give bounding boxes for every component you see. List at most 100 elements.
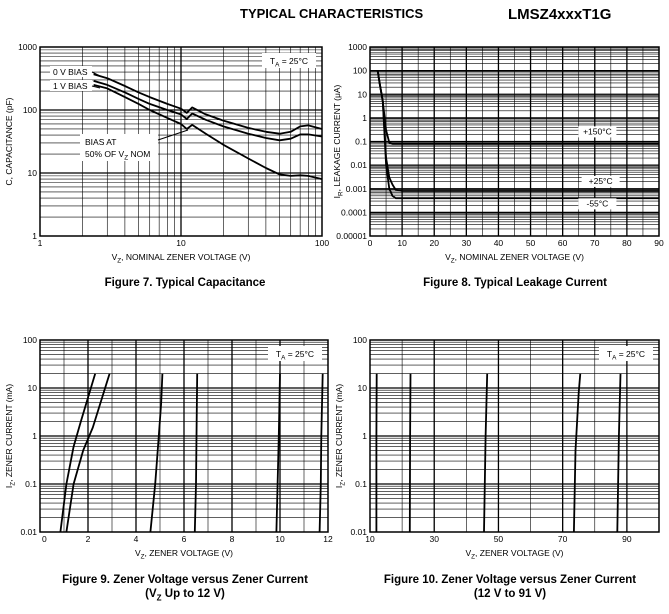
x-tick-label: 30 xyxy=(429,534,439,544)
leader-line xyxy=(91,85,101,89)
series-line xyxy=(318,373,324,533)
fig8-major-gridlines xyxy=(370,47,659,236)
x-tick-label: 70 xyxy=(590,238,600,248)
series-line xyxy=(573,373,582,533)
temperature-condition: TA = 25°C xyxy=(270,56,308,69)
y-tick-label: 1000 xyxy=(348,42,367,52)
y-axis-title: IZ, ZENER CURRENT (mA) xyxy=(334,384,347,489)
y-tick-label: 0.01 xyxy=(350,160,367,170)
series-label: +150°C xyxy=(583,126,612,136)
x-tick-label: 4 xyxy=(134,534,139,544)
series-line xyxy=(93,80,323,142)
x-tick-label: 0 xyxy=(42,534,47,544)
series-line xyxy=(408,373,412,533)
x-tick-label: 40 xyxy=(494,238,504,248)
y-axis-title: IR, LEAKAGE CURRENT (μA) xyxy=(332,84,345,198)
x-tick-label: 12 xyxy=(323,534,333,544)
x-tick-label: 1 xyxy=(38,238,43,248)
series-label: 50% OF VZ NOM xyxy=(85,149,150,162)
y-tick-label: 100 xyxy=(353,66,367,76)
series-line xyxy=(93,73,323,135)
label-bg xyxy=(80,134,158,161)
fig8-chart: 0 10 20 30 40 50 60 70 80 90 0.00001 0.0001 0.001 0.0… xyxy=(332,42,664,265)
figure-10-caption: Figure 10. Zener Voltage versus Zener Cu… xyxy=(345,573,669,601)
y-tick-label: 100 xyxy=(23,105,37,115)
fig10-plot-frame xyxy=(369,339,660,533)
x-axis-title: VZ, ZENER VOLTAGE (V) xyxy=(135,548,233,561)
y-tick-label: 1000 xyxy=(18,42,37,52)
part-number: LMSZ4xxxT1G xyxy=(508,6,612,23)
x-tick-label: 50 xyxy=(526,238,536,248)
x-tick-label: 70 xyxy=(558,534,568,544)
label-bg xyxy=(50,66,92,77)
series-label: 0 V BIAS xyxy=(53,67,88,77)
fig9-plot-frame xyxy=(39,339,329,533)
x-axis-title: VZ, NOMINAL ZENER VOLTAGE (V) xyxy=(112,252,251,265)
series-line xyxy=(376,70,659,145)
x-tick-label: 8 xyxy=(230,534,235,544)
y-tick-label: 10 xyxy=(28,383,38,393)
figure-10-caption-line1: Figure 10. Zener Voltage versus Zener Cu… xyxy=(383,574,637,586)
series-label: 1 V BIAS xyxy=(53,81,88,91)
y-tick-label: 0.01 xyxy=(350,527,367,537)
series-label: +25°C xyxy=(589,176,613,186)
x-tick-label: 30 xyxy=(462,238,472,248)
condition-box xyxy=(268,346,322,361)
figure-10-caption-line2: (12 V to 91 V) xyxy=(473,588,547,600)
y-tick-label: 100 xyxy=(23,335,37,345)
series-line xyxy=(376,70,659,192)
y-tick-label: 0.1 xyxy=(355,479,367,489)
temperature-condition: TA = 25°C xyxy=(607,349,645,362)
fig9-chart: 0 2 4 6 8 10 12 0.01 0.1 1 10 100 VZ, ZENER VOLTAGE … xyxy=(4,335,333,561)
fig7-plot-frame xyxy=(39,46,323,237)
series-line xyxy=(376,70,659,200)
label-bg xyxy=(578,198,617,210)
fig8-plot-frame xyxy=(369,46,660,237)
y-tick-label: 1 xyxy=(362,113,367,123)
fig7-chart: 1 10 100 1 10 100 1000 VZ, NOMINAL ZENER VOLTAG… xyxy=(4,42,329,265)
x-tick-label: 10 xyxy=(275,534,285,544)
x-tick-label: 20 xyxy=(429,238,439,248)
series-line xyxy=(149,373,164,533)
x-tick-label: 6 xyxy=(182,534,187,544)
x-tick-label: 60 xyxy=(558,238,568,248)
y-tick-label: 100 xyxy=(353,335,367,345)
series-label: BIAS AT xyxy=(85,137,117,147)
series-label: -55°C xyxy=(586,198,608,208)
x-tick-label: 100 xyxy=(315,238,329,248)
y-tick-label: 1 xyxy=(362,431,367,441)
x-axis-title: VZ, ZENER VOLTAGE (V) xyxy=(465,548,563,561)
y-tick-label: 0.1 xyxy=(25,479,37,489)
leader-line xyxy=(157,129,189,141)
x-tick-label: 0 xyxy=(368,238,373,248)
y-tick-label: 0.001 xyxy=(346,184,368,194)
figure-9-caption-line1: Figure 9. Zener Voltage versus Zener Cur… xyxy=(62,574,308,586)
y-tick-label: 0.00001 xyxy=(336,231,367,241)
figure-7-caption: Figure 7. Typical Capacitance xyxy=(104,277,266,289)
label-bg xyxy=(581,175,620,187)
y-tick-label: 0.0001 xyxy=(341,207,367,217)
series-line xyxy=(275,373,281,533)
x-tick-label: 90 xyxy=(622,534,632,544)
label-bg xyxy=(578,126,617,138)
y-tick-label: 1 xyxy=(32,431,37,441)
x-tick-label: 10 xyxy=(397,238,407,248)
x-tick-label: 80 xyxy=(622,238,632,248)
x-tick-label: 10 xyxy=(176,238,186,248)
leader-line xyxy=(91,71,101,77)
y-tick-label: 10 xyxy=(28,168,38,178)
y-tick-label: 0.1 xyxy=(355,137,367,147)
y-axis-title: C, CAPACITANCE (pF) xyxy=(4,97,14,185)
x-tick-label: 50 xyxy=(494,534,504,544)
y-tick-label: 10 xyxy=(358,383,368,393)
figure-9-caption-line2: (VZ Up to 12 V) xyxy=(145,588,225,603)
figure-8-caption: Figure 8. Typical Leakage Current xyxy=(423,277,607,289)
x-axis-title: VZ, NOMINAL ZENER VOLTAGE (V) xyxy=(445,252,584,265)
series-line xyxy=(93,84,323,180)
page-title: TYPICAL CHARACTERISTICS xyxy=(240,6,424,21)
condition-box xyxy=(262,53,316,68)
series-line xyxy=(193,373,199,533)
temperature-condition: TA = 25°C xyxy=(276,349,314,362)
x-tick-label: 90 xyxy=(654,238,664,248)
